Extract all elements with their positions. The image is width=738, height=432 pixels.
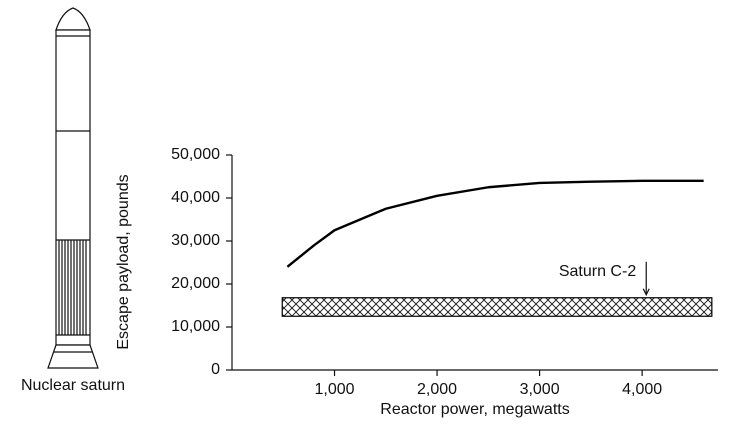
y-tick-label: 10,000 [171, 318, 220, 335]
y-tick-label: 50,000 [171, 146, 220, 163]
annotation: Saturn C-2 [559, 263, 636, 280]
x-tick-label: 4,000 [622, 381, 662, 398]
rocket-drawing: Nuclear saturn [21, 7, 125, 394]
rocket-tubes [58, 240, 87, 335]
rocket-body [55, 29, 91, 346]
y-tick-label: 40,000 [171, 189, 220, 206]
y-axis-label: Escape payload, pounds [115, 174, 132, 349]
y-tick-label: 20,000 [171, 275, 220, 292]
figure-label: Nuclear saturn [21, 377, 125, 394]
x-axis-label: Reactor power, megawatts [380, 401, 569, 418]
x-tick-label: 3,000 [520, 381, 560, 398]
rocket-nose [55, 7, 91, 31]
y-tick-label: 0 [211, 361, 220, 378]
band [281, 297, 713, 317]
x-tick-label: 1,000 [315, 381, 355, 398]
annotation-arrowhead [642, 288, 650, 297]
y-tick-label: 30,000 [171, 232, 220, 249]
x-tick-label: 2,000 [417, 381, 457, 398]
line [286, 179, 704, 268]
rocket-skirt [47, 344, 99, 369]
